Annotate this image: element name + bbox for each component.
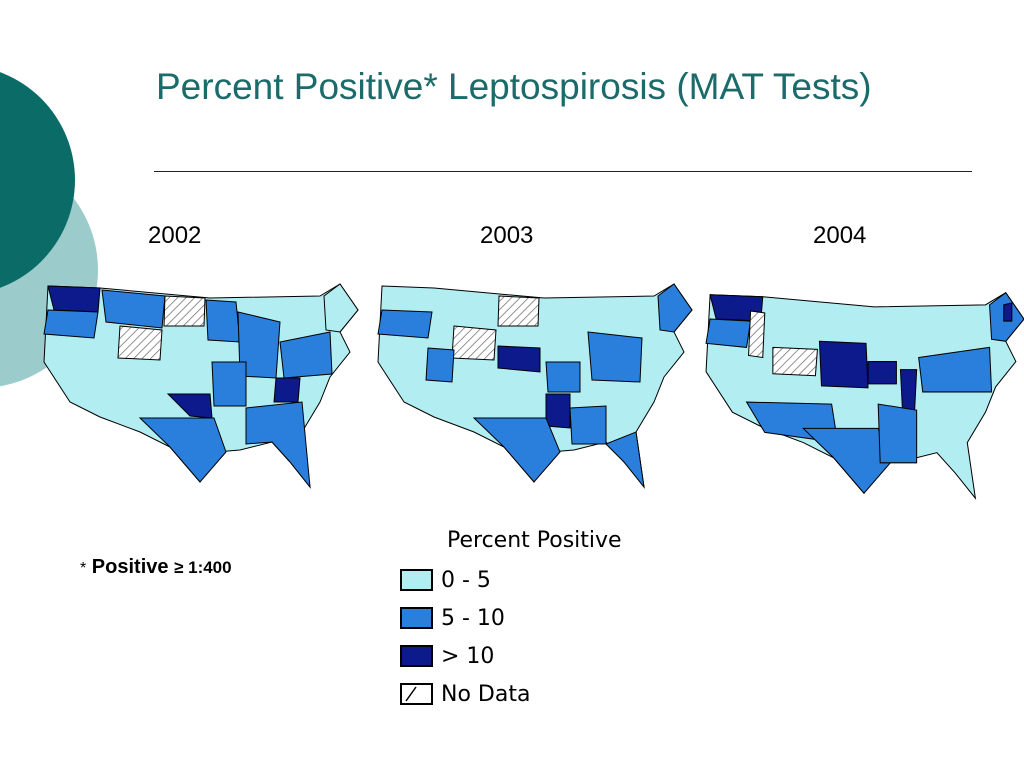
state-id bbox=[748, 310, 766, 359]
us-outline bbox=[705, 292, 1024, 501]
state-wy bbox=[117, 325, 163, 361]
legend-item: No Data bbox=[400, 675, 622, 713]
legend-item: > 10 bbox=[400, 637, 622, 675]
footnote-word: Positive bbox=[91, 556, 169, 578]
legend-label: 0 - 5 bbox=[441, 567, 491, 593]
state-south bbox=[877, 403, 918, 464]
year-label-2003: 2003 bbox=[480, 222, 534, 249]
map-2002 bbox=[43, 283, 359, 489]
state-east bbox=[279, 331, 333, 379]
legend-swatch-nodata bbox=[400, 683, 433, 705]
legend-label: No Data bbox=[441, 681, 531, 707]
state-mi-oh bbox=[587, 331, 643, 383]
legend-label: 5 - 10 bbox=[441, 605, 505, 631]
footnote-star: * bbox=[80, 560, 87, 577]
state-or bbox=[43, 309, 99, 339]
legend-item: 5 - 10 bbox=[400, 599, 622, 637]
state-in-oh bbox=[273, 377, 301, 403]
state-ne-coast bbox=[323, 283, 359, 333]
map-2004 bbox=[705, 291, 1024, 501]
state-nd bbox=[163, 295, 206, 327]
legend-item: 0 - 5 bbox=[400, 561, 622, 599]
legend-title: Percent Positive bbox=[447, 528, 622, 553]
legend-swatch-high bbox=[400, 645, 433, 667]
state-tx bbox=[472, 417, 561, 483]
year-label-2002: 2002 bbox=[148, 222, 202, 249]
state-tx bbox=[138, 417, 227, 483]
state-mo-ia bbox=[545, 361, 581, 393]
state-wy bbox=[772, 346, 818, 377]
footnote: * Positive ≥ 1:400 bbox=[80, 556, 232, 579]
state-se bbox=[245, 401, 311, 489]
state-wy bbox=[451, 325, 497, 361]
state-ms-al bbox=[569, 405, 607, 445]
state-ne-coast bbox=[657, 283, 693, 333]
title-divider bbox=[154, 171, 972, 172]
state-mo-ar bbox=[211, 361, 247, 407]
legend-swatch-mid bbox=[400, 607, 433, 629]
state-il bbox=[899, 369, 918, 411]
year-label-2004: 2004 bbox=[813, 222, 867, 249]
page-title: Percent Positive* Leptospirosis (MAT Tes… bbox=[156, 66, 872, 107]
legend-swatch-low bbox=[400, 569, 433, 591]
map-legend: Percent Positive 0 - 5 5 - 10 > 10 No Da… bbox=[400, 528, 622, 713]
state-co-ut bbox=[425, 347, 455, 383]
footnote-threshold: ≥ 1:400 bbox=[174, 558, 232, 577]
map-2003 bbox=[377, 283, 693, 489]
state-mt bbox=[101, 289, 166, 329]
state-sd-ne bbox=[818, 340, 869, 389]
state-ne bbox=[497, 345, 541, 373]
state-wa bbox=[47, 285, 101, 313]
state-east bbox=[918, 346, 993, 393]
state-or bbox=[377, 309, 433, 339]
state-fl bbox=[605, 431, 645, 489]
state-nh bbox=[1003, 302, 1013, 322]
state-or bbox=[705, 318, 752, 348]
state-nd bbox=[497, 295, 540, 327]
legend-label: > 10 bbox=[441, 643, 495, 669]
state-tx bbox=[801, 427, 891, 494]
state-ia bbox=[867, 361, 897, 385]
state-ar bbox=[545, 393, 571, 429]
state-mn bbox=[205, 299, 241, 343]
